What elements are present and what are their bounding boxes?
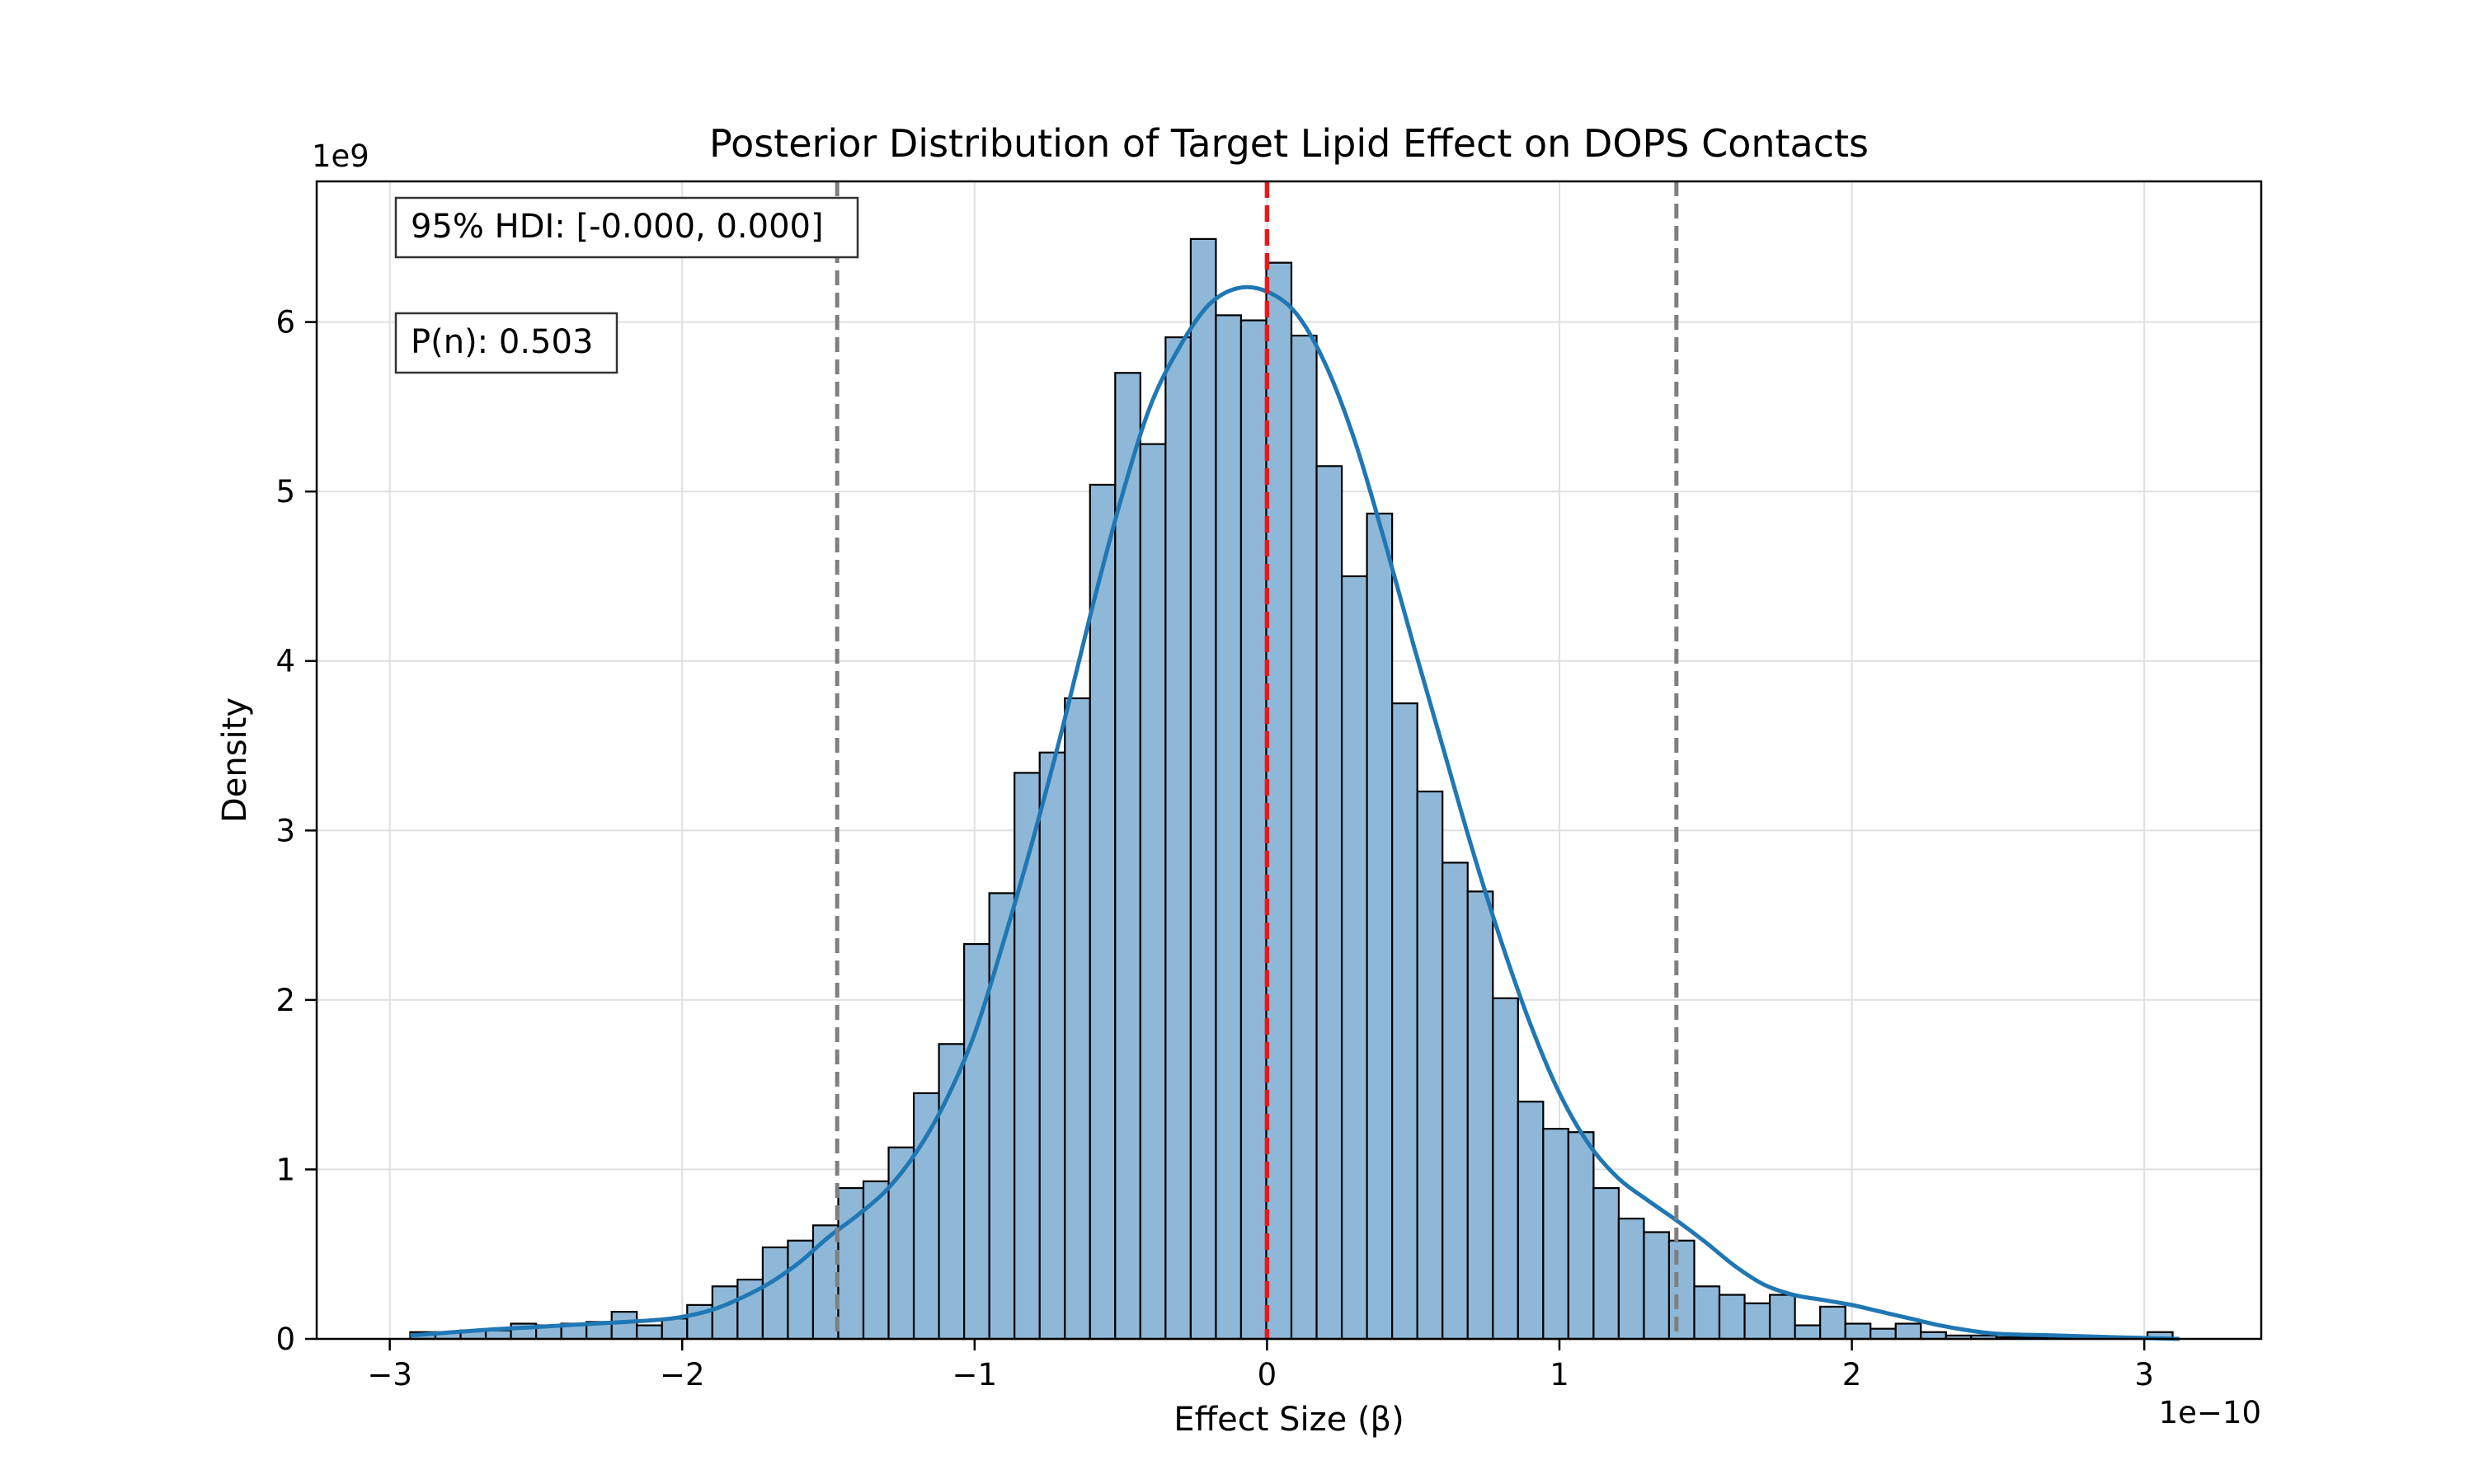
- x-axis-label: Effect Size (β): [1174, 1401, 1404, 1439]
- histogram-bar: [1189, 237, 1217, 1341]
- histogram-bar: [1239, 319, 1268, 1341]
- histogram-bar: [1442, 862, 1469, 1341]
- histogram-bar: [1870, 1327, 1897, 1341]
- histogram-bar: [1794, 1324, 1822, 1341]
- histogram-bar: [1391, 702, 1418, 1341]
- histogram-bar: [1617, 1217, 1645, 1341]
- histogram-bar: [1315, 465, 1343, 1341]
- histogram-bar: [761, 1246, 789, 1341]
- histogram-bar: [1844, 1322, 1872, 1341]
- histogram-bar: [837, 1186, 865, 1341]
- x-tick-label: 3: [2134, 1357, 2154, 1392]
- histogram-bar: [1567, 1131, 1595, 1341]
- ticks-layer: −3 −2 −1 0 1 2 3 0 1 2 3 4 5 6: [275, 305, 2153, 1392]
- histogram-bar: [610, 1311, 638, 1341]
- histogram-bar: [963, 942, 990, 1341]
- y-tick-label: 0: [275, 1322, 295, 1357]
- x-tick-label: −1: [952, 1357, 998, 1392]
- histogram-bar: [711, 1285, 739, 1341]
- x-axis-offset-label: 1e−10: [2159, 1395, 2261, 1430]
- y-tick-label: 2: [275, 983, 295, 1018]
- histogram-bar: [1265, 261, 1293, 1341]
- y-tick-label: 3: [275, 813, 295, 848]
- chart-title: Posterior Distribution of Target Lipid E…: [709, 121, 1869, 166]
- histogram-bar: [1819, 1305, 1846, 1341]
- histogram-bar: [1038, 751, 1066, 1341]
- histogram-bar: [988, 892, 1016, 1341]
- histogram-bar: [661, 1317, 689, 1341]
- x-tick-label: 1: [1550, 1357, 1569, 1392]
- kde-layer: [410, 284, 2180, 1341]
- histogram-bar: [1743, 1302, 1771, 1341]
- histogram-bar: [1064, 697, 1091, 1341]
- x-tick-label: −2: [660, 1357, 705, 1392]
- hdi-annotation-box: 95% HDI: [-0.000, 0.000]: [394, 196, 859, 259]
- x-tick-label: 0: [1258, 1357, 1277, 1392]
- histogram-bar: [1768, 1294, 1796, 1341]
- probability-annotation-box: P(n): 0.503: [394, 312, 618, 374]
- histogram-bar: [1215, 314, 1243, 1341]
- histogram-bar: [636, 1324, 663, 1341]
- histogram-bar: [1718, 1294, 1746, 1341]
- hdi-annotation-text: 95% HDI: [-0.000, 0.000]: [411, 208, 824, 246]
- histogram-bar: [811, 1224, 840, 1341]
- histogram-bar: [1542, 1128, 1569, 1341]
- histogram-bar: [1089, 483, 1117, 1341]
- y-axis-offset-label: 1e9: [312, 139, 369, 174]
- histogram-bar: [1366, 512, 1394, 1341]
- histogram-bar: [1693, 1285, 1721, 1341]
- histogram-bar: [1592, 1186, 1620, 1341]
- histogram-bar: [1667, 1239, 1696, 1341]
- histogram-bar: [1894, 1322, 1922, 1341]
- y-axis-label: Density: [216, 697, 254, 823]
- histogram-bar: [1643, 1231, 1671, 1341]
- histogram-bar: [1139, 443, 1167, 1341]
- y-tick-label: 5: [275, 474, 295, 510]
- histogram-bar: [1164, 336, 1192, 1341]
- y-tick-label: 4: [275, 644, 295, 679]
- histogram-bar: [1114, 372, 1141, 1341]
- histogram-bar: [1492, 997, 1519, 1341]
- histogram-bar: [1416, 790, 1444, 1341]
- reference-lines-layer: [835, 181, 1679, 1339]
- kde-curve: [410, 284, 2180, 1341]
- histogram-bar: [1517, 1101, 1545, 1341]
- histogram-bar: [1466, 890, 1494, 1341]
- plot-frame: [315, 180, 2263, 1341]
- histogram-bar: [912, 1092, 940, 1341]
- histogram-bar: [1340, 575, 1368, 1341]
- x-tick-label: −3: [367, 1357, 412, 1392]
- probability-annotation-text: P(n): 0.503: [411, 323, 593, 361]
- histogram-bar: [1290, 334, 1318, 1341]
- y-tick-label: 1: [275, 1152, 295, 1187]
- bars-layer: [409, 237, 2174, 1341]
- y-tick-label: 6: [275, 305, 295, 340]
- x-tick-label: 2: [1842, 1357, 1862, 1392]
